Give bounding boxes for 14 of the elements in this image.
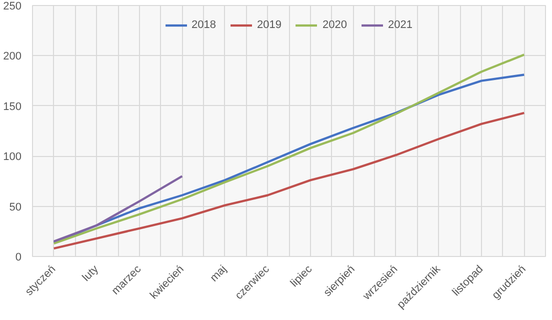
legend-label: 2019 (257, 19, 282, 31)
y-tick-label: 100 (3, 151, 22, 164)
legend-label: 2020 (322, 19, 347, 31)
line-series (52, 112, 526, 250)
line-series (52, 175, 184, 243)
x-tick-label: maj (208, 263, 230, 284)
y-tick-label: 0 (15, 252, 22, 264)
x-tick-label: luty (80, 262, 102, 284)
legend-label: 2021 (388, 19, 412, 31)
legend-label: 2018 (192, 19, 216, 31)
y-tick-label: 250 (3, 0, 22, 12)
y-tick-label: 50 (9, 201, 22, 214)
y-tick-label: 150 (3, 100, 22, 113)
y-tick-label: 200 (3, 50, 22, 63)
